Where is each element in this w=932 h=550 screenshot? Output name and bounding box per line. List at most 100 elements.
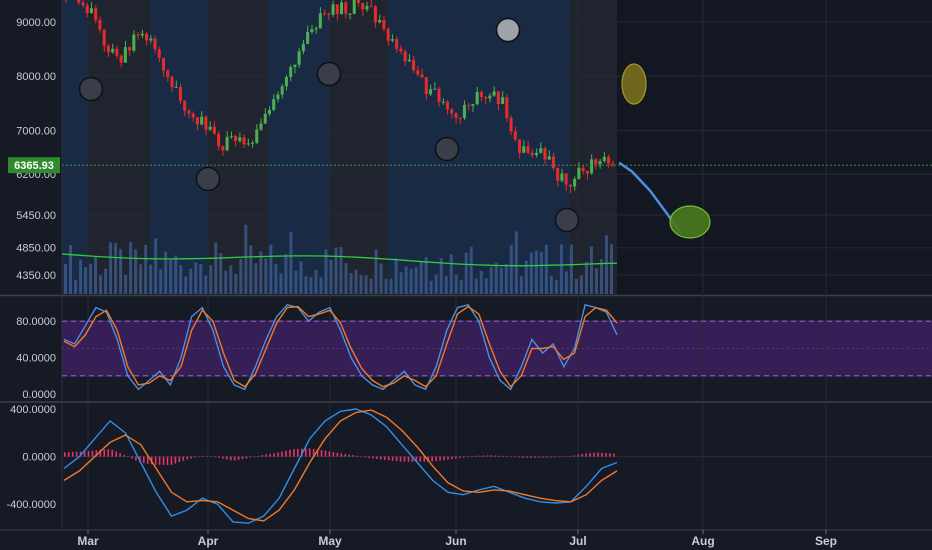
macd-histogram-bar (391, 456, 394, 461)
macd-histogram-bar (249, 456, 252, 458)
candle-body (178, 86, 182, 101)
macd-histogram-bar (376, 456, 378, 460)
volume-bar (199, 263, 203, 294)
macd-histogram-bar (502, 455, 505, 457)
macd-histogram-bar (380, 456, 382, 460)
macd-histogram-bar (360, 456, 362, 458)
volume-bar (559, 244, 563, 294)
volume-bar (589, 246, 593, 294)
macd-histogram-bar (565, 456, 568, 458)
marker-circle (434, 136, 460, 162)
macd-line (63, 408, 618, 524)
macd-histogram-bar (344, 454, 347, 457)
macd-histogram-bar (328, 451, 331, 457)
volume-bar (389, 278, 393, 294)
candle-body (77, 0, 81, 3)
candle-body (505, 97, 509, 118)
volume-bar (354, 269, 358, 294)
candle-body (132, 34, 136, 51)
volume-bar (464, 252, 468, 294)
volume-bar (499, 267, 503, 294)
candle-body (94, 8, 98, 21)
macd-histogram-bar (304, 448, 307, 457)
candle-body (85, 5, 89, 14)
macd-histogram-bar (589, 453, 591, 457)
volume-bar (329, 259, 333, 294)
macd-histogram-bar (534, 456, 536, 458)
volume-bar (154, 238, 158, 294)
macd-histogram-bar (459, 456, 461, 459)
candle-body (119, 55, 123, 63)
candle-body (399, 48, 403, 52)
candle-body (501, 97, 505, 104)
volume-bar (144, 244, 148, 294)
volume-bar (189, 268, 193, 294)
background-band (330, 0, 388, 294)
macd-histogram-bar (83, 451, 86, 457)
x-tick-label: Mar (77, 534, 99, 548)
candle-body (115, 48, 119, 56)
macd-histogram-bar (154, 456, 157, 465)
candle-body (581, 167, 585, 171)
macd-histogram-bar (269, 453, 271, 457)
candle-body (331, 4, 335, 15)
macd-histogram-bar (99, 449, 102, 457)
macd-histogram-bar (194, 456, 196, 458)
macd-histogram-bar (277, 452, 279, 457)
volume-bar (509, 244, 513, 294)
candle-body (437, 88, 441, 102)
macd-histogram-bar (111, 449, 113, 457)
candle-body (568, 184, 572, 187)
volume-bar (309, 277, 313, 294)
candle-body (365, 5, 369, 10)
macd-histogram-bar (198, 456, 200, 457)
macd-histogram-bar (455, 456, 457, 459)
candle-body (276, 94, 280, 100)
volume-bar (444, 275, 448, 294)
candle-body (174, 86, 178, 88)
volume-bar (234, 273, 238, 294)
macd-histogram-bar (470, 456, 473, 457)
macd-histogram-bar (407, 456, 410, 462)
macd-histogram-bar (387, 456, 390, 461)
candle-body (373, 6, 377, 23)
candle-body (429, 89, 433, 95)
candle-body (539, 148, 543, 153)
candle-body (607, 156, 611, 164)
candle-body (356, 0, 360, 3)
macd-histogram-bar (447, 456, 449, 460)
candle-body (89, 8, 93, 14)
macd-histogram-bar (526, 456, 528, 458)
candle-body (492, 91, 496, 96)
candle-body (272, 99, 276, 110)
candle-body (123, 47, 127, 63)
macd-histogram-bar (530, 456, 532, 458)
candle-body (407, 59, 411, 62)
candle-body (551, 156, 555, 168)
volume-bar (474, 278, 478, 294)
candle-body (340, 2, 344, 15)
volume-bar (264, 258, 268, 294)
candle-body (560, 173, 564, 181)
candle-body (543, 148, 547, 160)
volume-bar (394, 258, 398, 294)
candle-body (611, 163, 615, 165)
macd-histogram-bar (490, 455, 493, 457)
candle-body (81, 2, 85, 6)
volume-bar (419, 261, 423, 294)
macd-histogram-bar (419, 456, 422, 462)
candle-body (280, 86, 284, 95)
candle-body (420, 74, 424, 78)
candle-body (98, 20, 102, 30)
candle-body (170, 76, 174, 88)
candle-body (424, 77, 428, 95)
volume-bar (519, 276, 523, 294)
macd-histogram-bar (368, 456, 370, 459)
volume-bar (479, 270, 483, 294)
candle-body (403, 51, 407, 62)
volume-bar (214, 242, 218, 294)
y-tick-label: 4350.00 (16, 270, 56, 282)
macd-histogram-bar (241, 456, 244, 460)
volume-bar (169, 259, 173, 294)
